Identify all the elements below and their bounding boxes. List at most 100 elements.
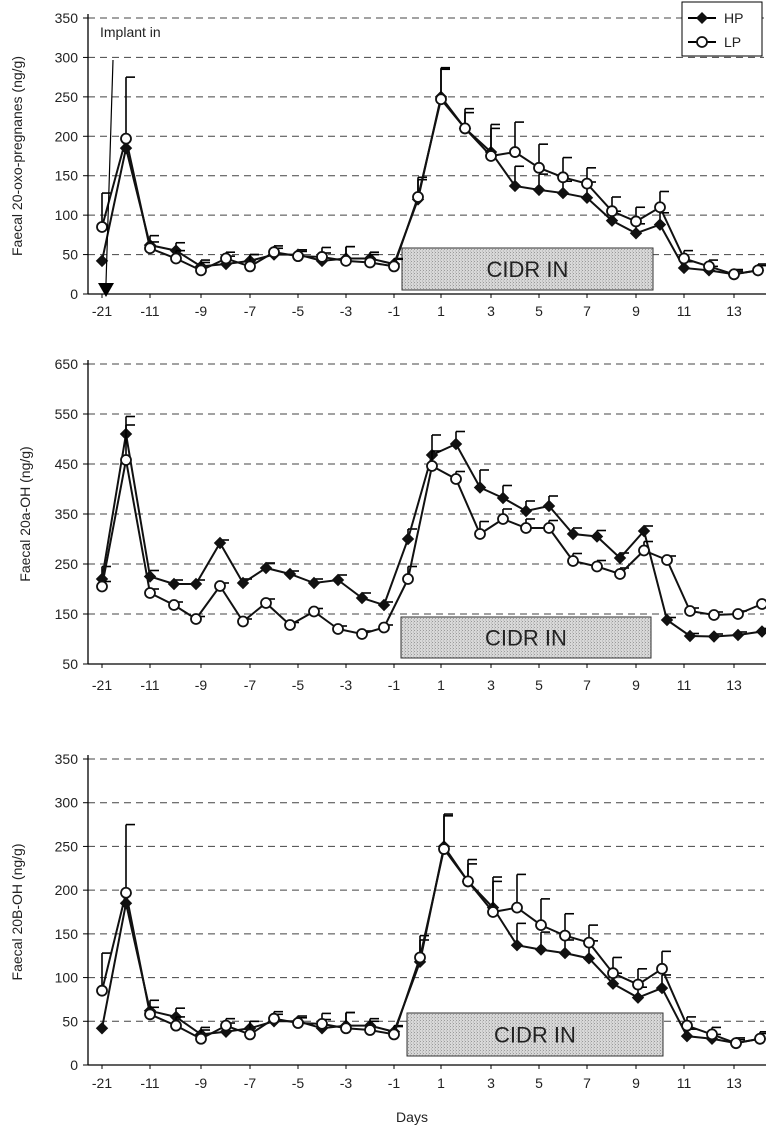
y-axis-label: Faecal 20B-OH (ng/g) [9, 844, 25, 981]
x-tick-label: -3 [340, 303, 353, 319]
data-point-lp [684, 605, 696, 617]
x-tick-label: -5 [292, 677, 305, 693]
data-point-hp [707, 630, 721, 643]
x-tick-label: 3 [487, 677, 495, 693]
data-point-lp [533, 161, 545, 174]
data-point-hp [653, 218, 667, 231]
data-point-hp [95, 254, 109, 268]
data-point-lp [654, 201, 666, 214]
data-point-lp [340, 254, 352, 267]
data-point-lp [364, 1024, 376, 1036]
data-point-hp [508, 179, 522, 193]
y-tick-label: 200 [55, 128, 79, 144]
data-point-lp [220, 1019, 232, 1032]
data-point-hp [629, 227, 643, 240]
x-tick-label: -11 [140, 303, 159, 319]
data-point-hp [355, 591, 369, 605]
x-tick-label: -9 [195, 1075, 208, 1091]
data-point-lp [661, 554, 673, 566]
data-point-lp [638, 544, 650, 557]
cidr-box [400, 616, 652, 659]
data-point-lp [581, 177, 593, 190]
data-point-lp [170, 1019, 182, 1032]
y-axis-label: Faecal 20-oxo-pregnanes (ng/g) [9, 56, 25, 256]
data-point-lp [292, 250, 304, 263]
data-point-lp [284, 619, 296, 631]
data-point-lp [681, 1019, 693, 1032]
data-point-lp [630, 215, 642, 228]
data-point-lp [214, 580, 226, 592]
y-tick-label: 0 [70, 286, 78, 302]
data-point-lp [450, 473, 462, 485]
y-tick-label: 250 [55, 838, 79, 854]
data-point-lp [583, 936, 595, 949]
data-point-lp [332, 623, 344, 635]
series-line-lp [101, 97, 759, 276]
data-point-lp [426, 460, 438, 472]
y-tick-label: 300 [55, 49, 79, 65]
x-tick-label: -3 [340, 677, 353, 693]
series-line-lp [101, 846, 761, 1045]
legend-label: HP [724, 10, 743, 26]
y-tick-label: 150 [55, 606, 79, 622]
data-point-lp [557, 171, 569, 184]
data-point-lp [244, 1028, 256, 1041]
x-tick-label: 9 [632, 677, 640, 693]
x-tick-label: 1 [437, 677, 445, 693]
data-point-lp [144, 587, 156, 599]
data-point-lp [96, 580, 108, 593]
annotation-text: Implant in [100, 24, 161, 40]
data-point-lp [497, 513, 509, 525]
legend-label: LP [724, 34, 741, 50]
data-point-lp [591, 560, 603, 573]
x-tick-label: 13 [726, 303, 742, 319]
x-tick-label: -21 [92, 677, 112, 693]
x-tick-label: 3 [487, 303, 495, 319]
data-point-hp [558, 946, 572, 960]
data-point-lp [268, 1012, 280, 1025]
data-point-hp [496, 491, 510, 505]
data-point-lp [543, 522, 555, 534]
x-tick-label: 5 [535, 303, 543, 319]
y-tick-label: 650 [55, 356, 79, 372]
data-point-lp [706, 1028, 718, 1041]
data-point-lp [632, 978, 644, 991]
data-point-lp [220, 252, 232, 265]
data-point-lp [614, 568, 626, 580]
data-point-hp [236, 576, 250, 590]
data-point-lp [730, 1037, 742, 1050]
data-point-lp [414, 951, 426, 964]
data-point-lp [509, 146, 521, 158]
legend-marker-circle [696, 36, 708, 48]
x-tick-label: -1 [388, 1075, 401, 1091]
x-tick-label: -11 [140, 1075, 159, 1091]
data-point-hp [613, 551, 627, 565]
cidr-box [406, 1012, 664, 1057]
data-point-lp [511, 901, 523, 914]
data-point-lp [708, 609, 720, 621]
y-tick-label: 350 [55, 10, 79, 26]
data-point-hp [307, 576, 321, 590]
x-tick-label: 11 [677, 303, 692, 319]
y-tick-label: 350 [55, 751, 79, 767]
y-tick-label: 100 [55, 970, 79, 986]
x-tick-label: -1 [388, 303, 401, 319]
cidr-label: CIDR IN [485, 626, 567, 651]
y-tick-label: 50 [62, 656, 78, 672]
data-point-lp [756, 598, 766, 610]
data-point-lp [485, 150, 497, 162]
data-point-hp [660, 613, 674, 627]
x-tick-label: -5 [292, 303, 305, 319]
data-point-lp [356, 628, 368, 640]
data-point-lp [340, 1022, 352, 1035]
data-point-lp [260, 597, 272, 609]
x-tick-label: -1 [388, 677, 401, 693]
y-tick-label: 50 [62, 1013, 78, 1029]
data-point-lp [195, 1032, 207, 1045]
x-tick-label: 7 [583, 677, 591, 693]
data-point-lp [754, 1032, 766, 1045]
data-point-hp [655, 981, 669, 995]
y-tick-label: 150 [55, 926, 79, 942]
data-point-hp [637, 524, 651, 538]
x-tick-label: 7 [583, 1075, 591, 1091]
